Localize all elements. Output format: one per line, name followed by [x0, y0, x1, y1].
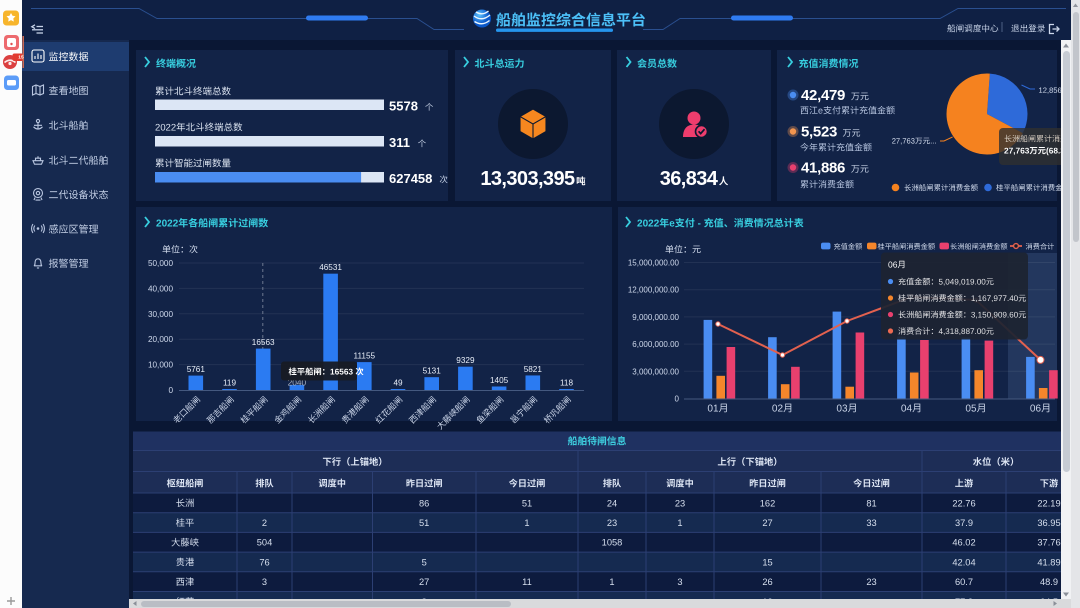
svg-text:1: 1	[524, 518, 529, 528]
svg-text:5821: 5821	[524, 365, 543, 374]
svg-text:11155: 11155	[354, 352, 376, 361]
svg-text:36,834: 36,834	[660, 168, 719, 190]
svg-text:5131: 5131	[423, 367, 442, 376]
svg-text:5,523: 5,523	[801, 124, 837, 141]
svg-text:48.9: 48.9	[1040, 577, 1058, 587]
svg-text:15: 15	[762, 557, 772, 567]
svg-text:5578: 5578	[389, 99, 418, 114]
svg-text:51: 51	[522, 498, 532, 508]
svg-text:49: 49	[393, 379, 403, 388]
svg-text:1058: 1058	[602, 538, 623, 548]
svg-text:46.02: 46.02	[952, 538, 975, 548]
svg-text:27: 27	[419, 577, 429, 587]
svg-text:12,000,000.00: 12,000,000.00	[628, 286, 680, 295]
svg-text:10,000: 10,000	[148, 361, 173, 370]
svg-text:42.04: 42.04	[952, 557, 975, 567]
svg-text:24: 24	[607, 498, 617, 508]
svg-text:23: 23	[866, 577, 876, 587]
svg-text:627458: 627458	[389, 171, 432, 186]
svg-text:15: 15	[18, 55, 24, 61]
svg-text:119: 119	[223, 379, 236, 388]
svg-text:27: 27	[762, 518, 772, 528]
svg-text:86: 86	[419, 498, 429, 508]
svg-text:2: 2	[262, 518, 267, 528]
svg-text:3,000,000.00: 3,000,000.00	[632, 367, 679, 376]
svg-text:6,000,000.00: 6,000,000.00	[632, 340, 679, 349]
svg-text:40,000: 40,000	[148, 284, 173, 293]
svg-text:33: 33	[866, 518, 876, 528]
svg-text:37.76: 37.76	[1037, 538, 1060, 548]
svg-text:30,000: 30,000	[148, 310, 173, 319]
svg-text:50,000: 50,000	[148, 259, 173, 268]
svg-text:36.95: 36.95	[1037, 518, 1060, 528]
svg-text:1405: 1405	[490, 376, 509, 385]
svg-text:162: 162	[760, 498, 776, 508]
svg-text:9329: 9329	[456, 356, 475, 365]
svg-text:42,479: 42,479	[801, 87, 845, 104]
svg-text:20,000: 20,000	[148, 335, 173, 344]
svg-text:5761: 5761	[187, 365, 206, 374]
svg-text:15,000,000.00: 15,000,000.00	[628, 259, 680, 268]
svg-text:11: 11	[522, 577, 532, 587]
svg-text:1: 1	[677, 518, 682, 528]
svg-text:22.76: 22.76	[952, 498, 975, 508]
svg-text:26: 26	[762, 577, 772, 587]
svg-text:60.7: 60.7	[955, 577, 973, 587]
svg-text:3: 3	[677, 577, 682, 587]
svg-text:16563: 16563	[252, 338, 275, 347]
svg-text:9,000,000.00: 9,000,000.00	[632, 313, 679, 322]
svg-text:0: 0	[168, 386, 173, 395]
svg-text:0: 0	[675, 395, 680, 404]
svg-text:5: 5	[422, 557, 427, 567]
svg-text:23: 23	[675, 498, 685, 508]
svg-text:13,303,395: 13,303,395	[480, 168, 575, 190]
svg-text:23: 23	[607, 518, 617, 528]
svg-text:81: 81	[866, 498, 876, 508]
svg-text:118: 118	[560, 379, 573, 388]
svg-text:41,886: 41,886	[801, 160, 845, 177]
svg-text:1: 1	[609, 577, 614, 587]
svg-text:311: 311	[389, 135, 410, 150]
svg-text:46531: 46531	[319, 263, 342, 272]
svg-text:41.89: 41.89	[1037, 557, 1060, 567]
svg-text:51: 51	[419, 518, 429, 528]
svg-text:2040: 2040	[288, 378, 307, 388]
svg-text:3: 3	[262, 577, 267, 587]
svg-text:22.19: 22.19	[1037, 498, 1060, 508]
svg-text:76: 76	[259, 557, 269, 567]
svg-text:504: 504	[257, 538, 273, 548]
svg-text:37.9: 37.9	[955, 518, 973, 528]
